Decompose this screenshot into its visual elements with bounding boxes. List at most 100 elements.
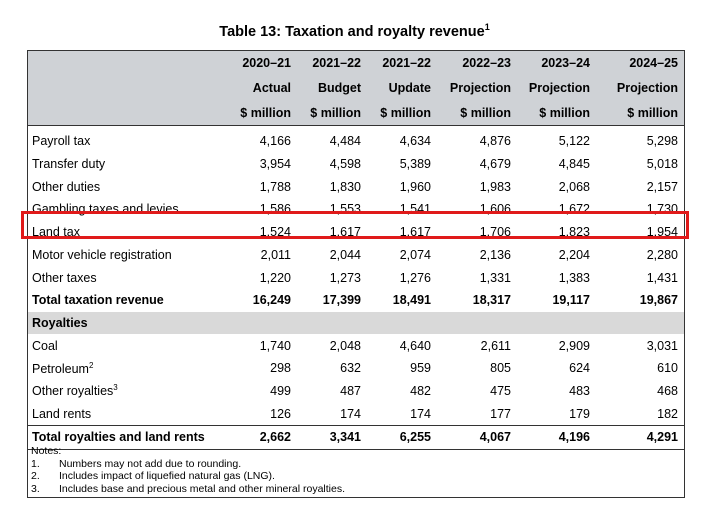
cell-value: 5,389 xyxy=(399,157,431,172)
table-row-total-taxation: Total taxation revenue 16,249 17,399 18,… xyxy=(28,289,684,312)
table-header: 2020–21 2021–22 2021–22 2022–23 2023–24 … xyxy=(28,51,684,127)
header-year: 2024–25 xyxy=(596,51,684,76)
header-unit: $ million xyxy=(517,100,596,127)
header-corner xyxy=(28,100,224,127)
header-unit: $ million xyxy=(297,100,367,127)
cell-value: 4,166 xyxy=(259,134,291,149)
cell-value: 1,740 xyxy=(259,338,291,353)
header-type: Projection xyxy=(437,75,517,101)
cell-value: 1,788 xyxy=(259,179,291,194)
note-text: Numbers may not add due to rounding. xyxy=(59,457,242,470)
cell-value: 2,909 xyxy=(558,338,590,353)
cell-value: 2,044 xyxy=(329,247,361,262)
cell-value: 177 xyxy=(490,406,511,421)
header-unit: $ million xyxy=(437,100,517,127)
title-footnote-mark: 1 xyxy=(484,22,490,32)
cell-value: 1,823 xyxy=(558,225,590,240)
header-type: Projection xyxy=(517,75,596,101)
cell-value: 1,617 xyxy=(399,225,431,240)
cell-value: 483 xyxy=(569,383,590,398)
cell-value: 4,634 xyxy=(399,134,431,149)
cell-value: 3,954 xyxy=(259,157,291,172)
cell-value: 2,068 xyxy=(558,179,590,194)
note-text: Includes impact of liquefied natural gas… xyxy=(59,470,275,482)
note-number: 3. xyxy=(31,482,40,495)
cell-value: 1,830 xyxy=(329,179,361,194)
cell-value: 174 xyxy=(340,406,361,421)
cell-value: 19,867 xyxy=(639,293,678,308)
header-type: Projection xyxy=(596,75,684,101)
cell-value: 4,845 xyxy=(558,157,590,172)
header-year: 2020–21 xyxy=(224,51,297,76)
note-number: 2. xyxy=(31,470,40,482)
cell-value: 1,276 xyxy=(399,270,431,285)
cell-value: 624 xyxy=(569,361,590,376)
cell-value: 610 xyxy=(657,361,678,376)
row-label: Other royalties3 xyxy=(28,380,224,403)
header-type: Actual xyxy=(224,75,297,101)
row-label: Motor vehicle registration xyxy=(32,247,172,262)
header-unit: $ million xyxy=(596,100,684,127)
row-label: Coal xyxy=(32,338,58,353)
cell-value: 4,598 xyxy=(329,157,361,172)
cell-value: 4,484 xyxy=(329,134,361,149)
table-row-transfer-duty: Transfer duty 3,954 4,598 5,389 4,679 4,… xyxy=(28,153,684,176)
table-row-petroleum: Petroleum2 298 632 959 805 624 610 xyxy=(28,357,684,380)
row-label: Payroll tax xyxy=(32,134,91,149)
cell-value: 2,136 xyxy=(479,247,511,262)
cell-value: 468 xyxy=(657,383,678,398)
footnote-mark: 2 xyxy=(88,360,94,370)
cell-value: 4,640 xyxy=(399,338,431,353)
notes-heading: Notes: xyxy=(31,445,62,457)
header-type: Budget xyxy=(297,75,367,101)
cell-value: 4,067 xyxy=(437,425,517,450)
row-label: Other taxes xyxy=(32,270,97,285)
note-text: Includes base and precious metal and oth… xyxy=(59,482,345,495)
revenue-table: 2020–21 2021–22 2021–22 2022–23 2023–24 … xyxy=(28,51,684,450)
header-unit: $ million xyxy=(367,100,437,127)
section-header-royalties: Royalties xyxy=(28,311,684,335)
cell-value: 182 xyxy=(657,406,678,421)
cell-value: 16,249 xyxy=(252,293,291,308)
note-number: 1. xyxy=(31,457,40,470)
row-label-text: Other royalties xyxy=(32,384,114,399)
cell-value: 475 xyxy=(490,383,511,398)
cell-value: 1,220 xyxy=(259,270,291,285)
cell-value: 174 xyxy=(410,406,431,421)
cell-value: 1,331 xyxy=(479,270,511,285)
cell-value: 5,122 xyxy=(558,134,590,149)
cell-value: 959 xyxy=(410,361,431,376)
cell-value: 4,876 xyxy=(479,134,511,149)
header-row-types: Actual Budget Update Projection Projecti… xyxy=(28,75,684,101)
row-label: Total taxation revenue xyxy=(32,293,164,308)
table-row-payroll-tax: Payroll tax 4,166 4,484 4,634 4,876 5,12… xyxy=(28,130,684,153)
table-row-coal: Coal 1,740 2,048 4,640 2,611 2,909 3,031 xyxy=(28,334,684,357)
row-label: Land tax xyxy=(32,225,80,240)
header-row-years: 2020–21 2021–22 2021–22 2022–23 2023–24 … xyxy=(28,51,684,76)
cell-value: 499 xyxy=(270,383,291,398)
note-item: 2. Includes impact of liquefied natural g… xyxy=(31,470,345,483)
table-title-text: Table 13: Taxation and royalty revenue xyxy=(219,23,485,40)
row-label: Total royalties and land rents xyxy=(28,425,224,450)
cell-value: 1,273 xyxy=(329,270,361,285)
table-body: Payroll tax 4,166 4,484 4,634 4,876 5,12… xyxy=(28,126,684,450)
table-row-motor-vehicle: Motor vehicle registration 2,011 2,044 2… xyxy=(28,244,684,267)
cell-value: 2,662 xyxy=(224,425,297,450)
section-label: Royalties xyxy=(28,311,684,335)
row-label: Other duties xyxy=(32,179,101,194)
header-row-units: $ million $ million $ million $ million … xyxy=(28,100,684,127)
land-tax-highlight xyxy=(21,211,689,239)
cell-value: 5,298 xyxy=(646,134,678,149)
cell-value: 1,954 xyxy=(646,225,678,240)
header-year: 2021–22 xyxy=(367,51,437,76)
cell-value: 179 xyxy=(569,406,590,421)
header-year: 2023–24 xyxy=(517,51,596,76)
cell-value: 1,706 xyxy=(479,225,511,240)
cell-value: 1,617 xyxy=(329,225,361,240)
cell-value: 5,018 xyxy=(646,157,678,172)
cell-value: 1,983 xyxy=(479,179,511,194)
table-row-land-tax: Land tax 1,524 1,617 1,617 1,706 1,823 1… xyxy=(28,221,684,244)
header-year: 2021–22 xyxy=(297,51,367,76)
table-title: Table 13: Taxation and royalty revenue1 xyxy=(0,22,709,40)
cell-value: 4,291 xyxy=(596,425,684,450)
